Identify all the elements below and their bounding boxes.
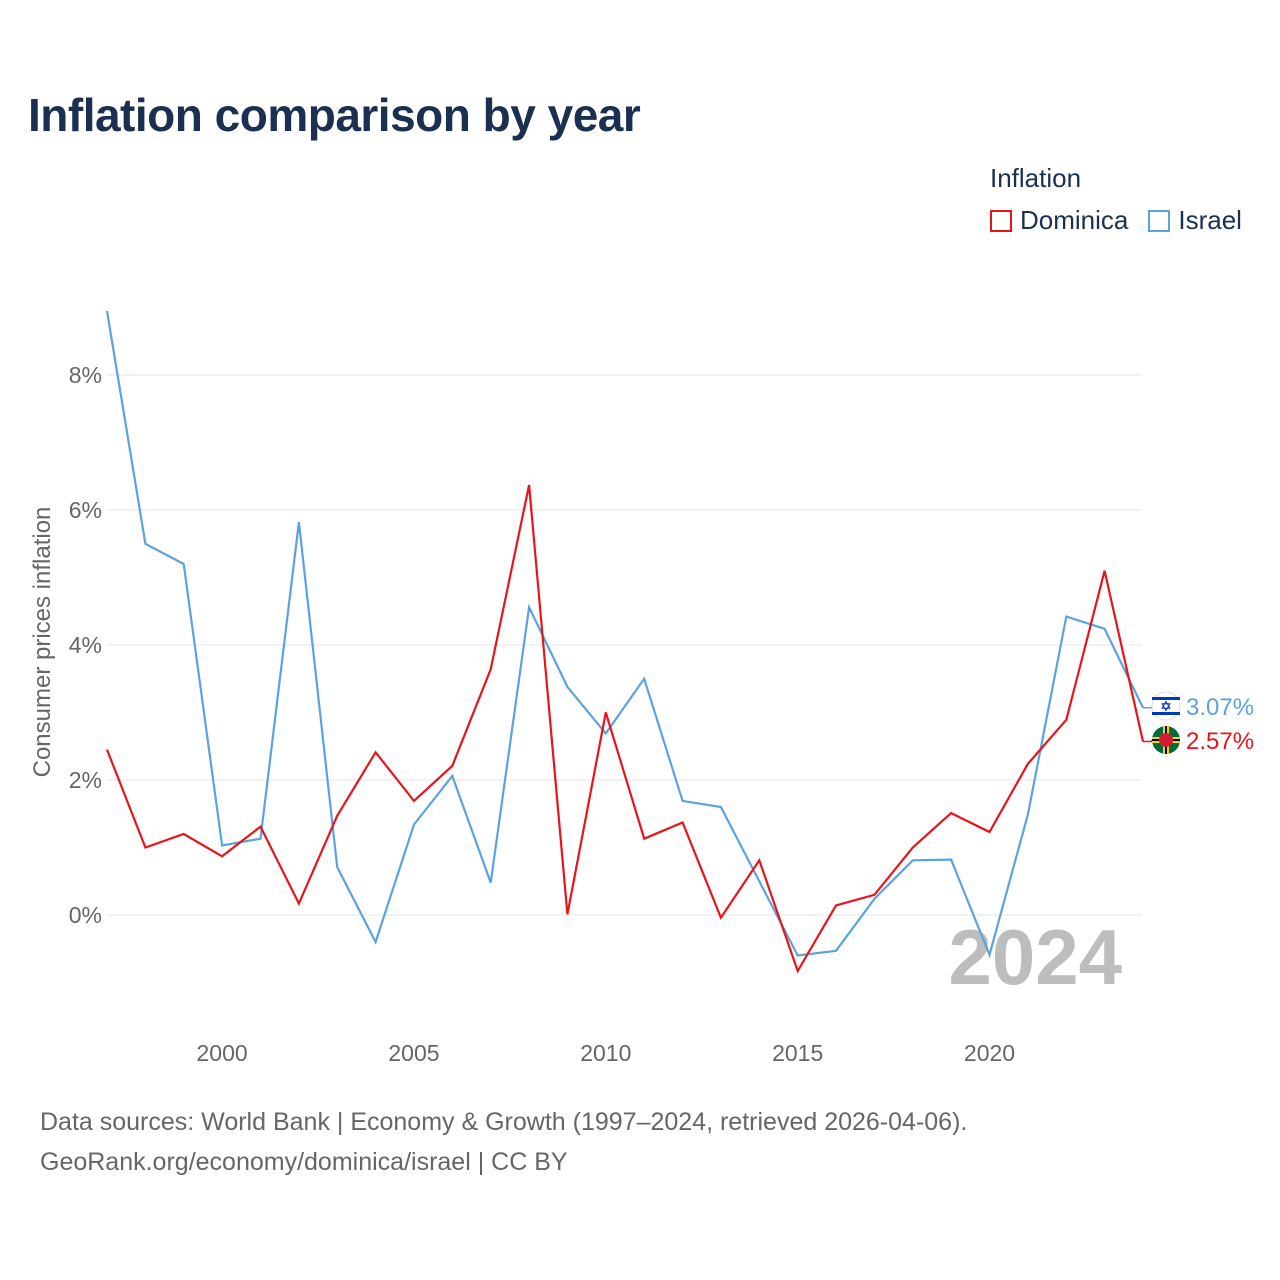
legend-swatch-israel — [1148, 209, 1171, 232]
end-connector-israel — [1143, 706, 1153, 709]
y-tick-label: 6% — [69, 497, 102, 523]
footer-link[interactable]: GeoRank.org/economy/dominica/israel | CC… — [40, 1148, 568, 1176]
x-tick-label: 2015 — [772, 1040, 823, 1066]
end-labels: 2.57% 3.07% — [1143, 691, 1254, 755]
series-lines — [105, 310, 1145, 974]
y-tick-label: 4% — [69, 632, 102, 658]
y-tick-label: 0% — [69, 902, 102, 928]
end-label-dominica: 2.57% — [1186, 728, 1254, 755]
x-tick-label: 2005 — [388, 1040, 439, 1066]
y-axis-title: Consumer prices inflation — [29, 507, 56, 778]
x-tick-label: 2020 — [964, 1040, 1015, 1066]
legend-label-dominica: Dominica — [1020, 205, 1129, 235]
legend-swatch-dominica — [990, 209, 1012, 232]
legend-title: Inflation — [990, 163, 1082, 193]
gridlines — [107, 374, 1142, 916]
x-tick-label: 2000 — [197, 1040, 248, 1066]
footer-source: Data sources: World Bank | Economy & Gro… — [40, 1108, 968, 1136]
x-tick-label: 2010 — [580, 1040, 631, 1066]
y-tick-label: 8% — [69, 362, 102, 388]
legend-item-dominica[interactable]: Dominica — [990, 205, 1128, 236]
legend: Dominica Israel — [990, 205, 1262, 236]
end-label-israel: 3.07% — [1186, 694, 1254, 721]
israel-flag-icon — [1151, 691, 1181, 721]
legend-label-israel: Israel — [1178, 205, 1242, 235]
legend-item-israel[interactable]: Israel — [1148, 205, 1242, 236]
y-axis-ticks: 0% 2% 4% 6% 8% — [69, 362, 102, 928]
year-annotation: 2024 — [948, 913, 1122, 1001]
chart-title: Inflation comparison by year — [28, 89, 641, 141]
x-axis-ticks: 2000 2005 2010 2015 2020 — [197, 1040, 1016, 1066]
series-line-dominica[interactable] — [105, 484, 1145, 974]
y-tick-label: 2% — [69, 767, 102, 793]
dominica-flag-icon — [1152, 726, 1180, 754]
series-line-israel[interactable] — [105, 310, 1144, 959]
end-connector-dominica — [1143, 740, 1153, 743]
